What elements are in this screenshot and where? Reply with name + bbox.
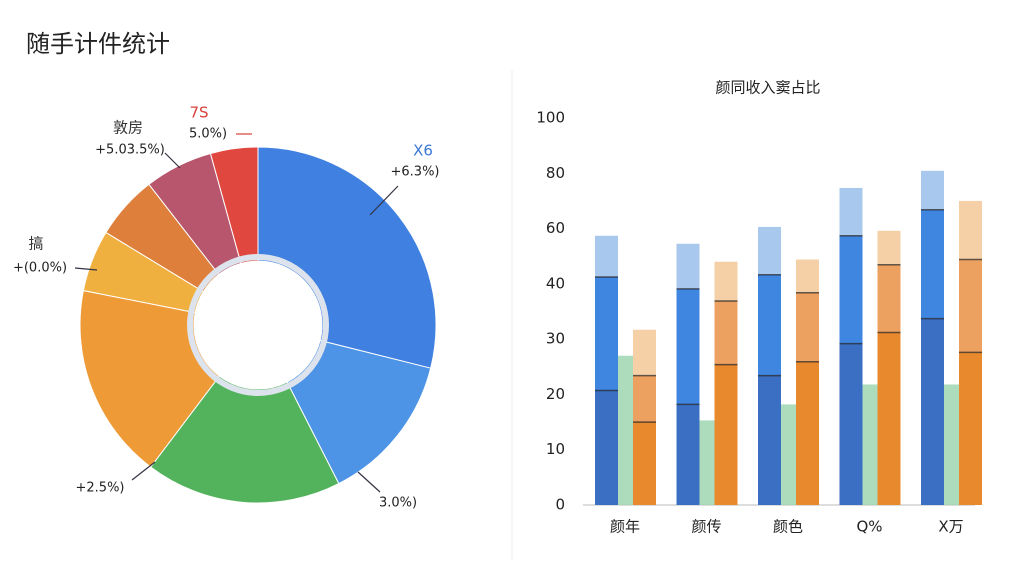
bar-segment xyxy=(595,276,618,391)
bar-segment xyxy=(877,332,901,505)
bar-segment xyxy=(758,375,781,505)
y-tick-label: 0 xyxy=(555,496,565,514)
bar xyxy=(779,404,797,505)
x-tick-label: 颜年 xyxy=(610,518,640,536)
bar-segment xyxy=(758,274,781,376)
bar-segment xyxy=(796,259,819,293)
y-tick-label: 40 xyxy=(546,274,565,292)
y-tick-label: 60 xyxy=(546,219,565,237)
bar-segment xyxy=(877,264,901,333)
y-tick-label: 20 xyxy=(546,385,565,403)
bar-segment xyxy=(676,288,700,405)
annotation-title: 7S xyxy=(189,104,208,122)
chart-title: 颜同收入窦占比 xyxy=(715,79,820,97)
bar-segment xyxy=(796,292,819,362)
bar xyxy=(860,384,879,505)
bar xyxy=(697,420,716,505)
bar-segment xyxy=(921,318,944,505)
bar-segment xyxy=(676,243,700,289)
y-tick-label: 80 xyxy=(546,164,565,182)
page-title: 随手计件统计 xyxy=(26,30,170,58)
y-tick-label: 10 xyxy=(546,440,565,458)
annotation-text: +5.03.5%) xyxy=(95,143,165,158)
bar-segment xyxy=(839,343,863,505)
bar-segment xyxy=(714,300,738,365)
bar-segment xyxy=(714,261,738,301)
bar xyxy=(942,384,960,505)
annotation-text: 3.0%) xyxy=(379,496,417,511)
bar-segment xyxy=(877,230,901,265)
x-tick-label: Q% xyxy=(856,518,882,536)
bar-segment xyxy=(633,375,656,423)
bar-segment xyxy=(676,404,700,505)
leader-line xyxy=(164,152,181,169)
y-tick-label: 100 xyxy=(536,109,565,127)
leader-line xyxy=(131,461,156,481)
bar-segment xyxy=(633,329,656,376)
annotation-title: X6 xyxy=(413,142,433,160)
annotation-text: +(0.0%) xyxy=(13,261,67,276)
bar-segment xyxy=(959,352,982,505)
pie-slice xyxy=(257,146,437,369)
leader-line xyxy=(369,185,399,216)
leader-line xyxy=(74,267,98,271)
annotation-title: 敦房 xyxy=(113,119,143,137)
bar-segment xyxy=(796,361,819,505)
pie-slice xyxy=(149,375,340,504)
bar-segment xyxy=(633,422,656,505)
bar-segment xyxy=(595,390,618,505)
bar-segment xyxy=(959,200,982,260)
bar-segment xyxy=(921,170,944,210)
x-tick-label: 颜传 xyxy=(691,518,721,536)
bar-segment xyxy=(714,364,738,505)
donut-hole-ring xyxy=(187,254,329,396)
x-tick-label: 颜色 xyxy=(773,518,803,536)
x-tick-label: X万 xyxy=(938,518,963,536)
bar-segment xyxy=(959,259,982,353)
annotation-title: 搞 xyxy=(28,235,43,253)
bar-segment xyxy=(839,235,863,344)
pie-slice xyxy=(286,339,432,485)
leader-line xyxy=(357,471,381,493)
annotation-text: +6.3%) xyxy=(391,165,440,180)
annotation-text: 5.0%) xyxy=(189,127,227,142)
annotation-text: +2.5%) xyxy=(76,481,125,496)
bar-segment xyxy=(921,209,944,319)
bar-segment xyxy=(758,226,781,275)
pie-slice xyxy=(209,146,259,264)
bar xyxy=(616,355,634,505)
bar-segment xyxy=(839,187,863,236)
y-tick-label: 30 xyxy=(546,330,565,348)
bar-segment xyxy=(595,235,618,277)
pie-slice xyxy=(79,289,221,468)
